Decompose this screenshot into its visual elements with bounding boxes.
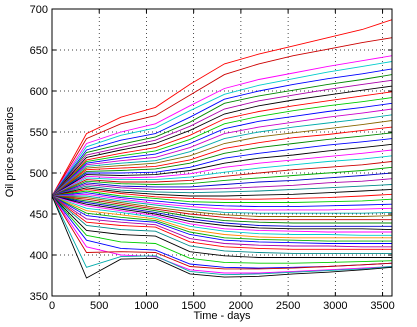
series-line-32	[51, 195, 393, 217]
series-line-9	[51, 91, 393, 197]
series-line-4	[51, 61, 393, 197]
series-line-10	[51, 97, 393, 197]
x-axis-ticks: 0 500 1000 1500 2000 2500 3000 3500	[49, 9, 395, 312]
series-line-27	[51, 188, 393, 200]
x-tick-label: 3500	[370, 300, 394, 312]
x-tick-label: 1000	[134, 300, 158, 312]
x-tick-label: 0	[49, 300, 55, 312]
series-line-51	[51, 195, 393, 279]
y-tick-label: 700	[30, 4, 48, 16]
series-line-18	[51, 143, 393, 197]
series-line-8	[51, 85, 393, 197]
series-line-24	[51, 178, 393, 197]
x-tick-label: 1500	[181, 300, 205, 312]
x-tick-label: 500	[90, 300, 108, 312]
series-line-37	[51, 195, 392, 233]
series-line-42	[51, 195, 392, 248]
series-line-20	[51, 155, 393, 197]
series-line-2	[51, 37, 393, 197]
y-tick-label: 400	[30, 250, 48, 262]
series-line-19	[51, 149, 393, 197]
series-line-17	[51, 138, 393, 197]
series-line-49	[51, 195, 393, 270]
y-axis-label: Oil price scenarios	[4, 106, 16, 197]
series-line-25	[51, 184, 393, 197]
series-line-36	[51, 195, 393, 231]
series-line-39	[51, 195, 392, 239]
series-line-46	[51, 195, 393, 264]
series-line-7	[51, 79, 393, 197]
series-line-21	[51, 161, 393, 197]
series-line-3	[51, 55, 393, 197]
series-line-15	[51, 126, 393, 197]
y-tick-label: 450	[30, 209, 48, 221]
series-line-26	[51, 187, 393, 197]
series-line-35	[51, 195, 392, 227]
series-line-30	[51, 193, 393, 211]
x-tick-label: 3000	[323, 300, 347, 312]
series-line-1	[51, 19, 393, 197]
series-line-45	[51, 195, 392, 258]
x-tick-label: 2000	[229, 300, 253, 312]
y-tick-label: 650	[30, 45, 48, 57]
series-line-44	[51, 195, 392, 254]
series-line-34	[51, 195, 392, 224]
series-line-5	[51, 68, 393, 197]
series-line-13	[51, 114, 393, 197]
series-line-14	[51, 120, 393, 197]
series-line-41	[51, 195, 392, 244]
y-tick-label: 550	[30, 127, 48, 139]
y-tick-label: 600	[30, 86, 48, 98]
y-tick-label: 500	[30, 168, 48, 180]
series-line-28	[51, 190, 393, 203]
series-line-31	[52, 195, 393, 214]
plot-frame	[51, 8, 393, 297]
y-axis-ticks: 350 400 450 500 550 600 650 700	[30, 4, 392, 303]
series-line-11	[51, 102, 393, 197]
series-line-12	[51, 108, 393, 197]
series-line-6	[51, 74, 393, 197]
series-line-23	[51, 172, 393, 197]
series-line-43	[51, 195, 392, 250]
series-line-40	[51, 195, 392, 242]
series-line-38	[51, 195, 392, 236]
series-line-50	[51, 195, 393, 276]
series-line-22	[51, 166, 393, 197]
series-line-29	[51, 192, 393, 208]
series-line-16	[51, 132, 393, 197]
series-line-33	[51, 195, 392, 221]
x-tick-label: 2500	[276, 300, 300, 312]
series-layer	[51, 19, 393, 279]
x-axis-label: Time - days	[193, 310, 251, 322]
y-tick-label: 350	[30, 291, 48, 303]
